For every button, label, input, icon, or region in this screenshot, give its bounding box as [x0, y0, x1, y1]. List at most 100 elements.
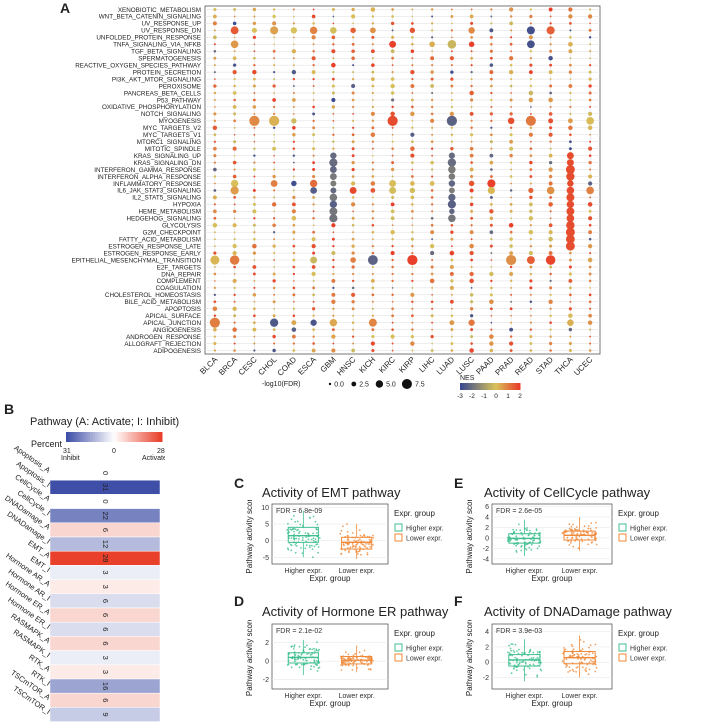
dot-point	[292, 251, 296, 255]
dot-point	[449, 208, 455, 215]
colorbar-step	[145, 432, 149, 442]
dot-point	[410, 195, 415, 200]
dot-point	[529, 202, 533, 207]
jitter-point	[361, 654, 364, 657]
heatmap-value: 3	[101, 570, 110, 574]
colorbar-step	[104, 432, 108, 442]
dot-point	[213, 286, 216, 289]
jitter-point	[347, 661, 350, 663]
dot-point	[490, 98, 493, 102]
dot-point	[489, 244, 493, 248]
jitter-point	[518, 648, 520, 651]
dot-point	[371, 77, 375, 81]
nes-gradient-step	[508, 383, 511, 390]
dot-point	[470, 8, 473, 11]
x-tick-label: HNSC	[335, 355, 358, 378]
colorbar-step	[121, 432, 125, 442]
dot-point	[312, 328, 315, 331]
jitter-point	[532, 663, 535, 666]
dot-point	[450, 230, 454, 234]
dot-point	[371, 63, 375, 67]
size-legend-dot	[328, 382, 332, 386]
dot-point	[589, 8, 592, 11]
dot-point	[548, 153, 553, 158]
colorbar-step	[135, 432, 139, 442]
dot-point	[371, 140, 374, 143]
jitter-point	[306, 653, 309, 655]
jitter-point	[532, 656, 535, 659]
y-tick-label: PI3K_AKT_MTOR_SIGNALING	[112, 76, 201, 83]
colorbar-step	[138, 432, 141, 442]
dot-point	[312, 8, 315, 11]
dot-point	[548, 118, 554, 124]
dot-point	[565, 241, 575, 251]
dot-point	[292, 307, 296, 310]
dot-point	[253, 77, 256, 81]
dot-point	[509, 307, 513, 311]
y-tick-label: COAGULATION	[156, 285, 202, 292]
dot-point	[370, 111, 375, 116]
dot-point	[312, 85, 315, 87]
dot-point	[291, 180, 297, 187]
box-annotation: FDR = 2.1e-02	[276, 628, 322, 635]
dot-point	[568, 41, 573, 47]
dot-point	[587, 14, 593, 19]
dot-point	[509, 153, 513, 158]
dot-point	[370, 7, 376, 12]
dot-point	[351, 216, 355, 220]
dot-point	[212, 222, 218, 228]
dot-point	[529, 84, 533, 88]
jitter-point	[290, 645, 293, 648]
jitter-point	[515, 551, 518, 553]
dot-point	[568, 70, 573, 74]
dot-point	[272, 84, 276, 88]
dot-point	[391, 300, 394, 303]
dot-point	[213, 49, 217, 53]
dot-point	[371, 147, 374, 150]
jitter-point	[312, 540, 315, 542]
box-y-tick: -2	[263, 677, 269, 684]
jitter-point	[287, 522, 289, 525]
dot-point	[410, 181, 415, 186]
dot-point	[213, 167, 217, 172]
dot-point	[411, 224, 414, 227]
dot-point	[273, 43, 275, 46]
dot-point	[410, 69, 415, 75]
jitter-point	[565, 666, 567, 668]
dot-point	[490, 203, 493, 206]
dot-point	[548, 112, 553, 116]
dot-point	[272, 348, 276, 353]
dot-point	[252, 293, 257, 297]
dot-point	[213, 314, 217, 317]
dot-point	[312, 293, 316, 297]
jitter-point	[576, 532, 579, 535]
box-y-tick: 4	[485, 515, 489, 522]
dot-point	[371, 217, 375, 220]
jitter-point	[306, 532, 309, 535]
dot-point	[371, 119, 375, 123]
dot-point	[391, 279, 394, 283]
dot-point	[253, 161, 256, 164]
heatmap-value: 6	[101, 599, 110, 603]
jitter-point	[298, 645, 301, 648]
jitter-point	[355, 657, 358, 659]
size-legend-title: -log10(FDR)	[262, 381, 301, 388]
box-y-tick: 4	[485, 629, 489, 636]
dot-point	[411, 161, 414, 164]
dot-point	[509, 21, 514, 26]
dot-point	[351, 265, 355, 269]
jitter-point	[298, 666, 301, 669]
heatmap-value: 6	[101, 613, 110, 617]
dot-point	[489, 35, 493, 39]
dot-point	[332, 43, 335, 46]
dot-point	[391, 328, 394, 331]
dot-point	[450, 335, 453, 338]
dot-point	[431, 29, 434, 32]
dot-point	[233, 36, 236, 39]
jitter-point	[293, 645, 296, 648]
dot-point	[309, 26, 318, 35]
dot-point	[391, 8, 394, 11]
jitter-point	[536, 547, 539, 550]
dot-point	[391, 154, 394, 157]
